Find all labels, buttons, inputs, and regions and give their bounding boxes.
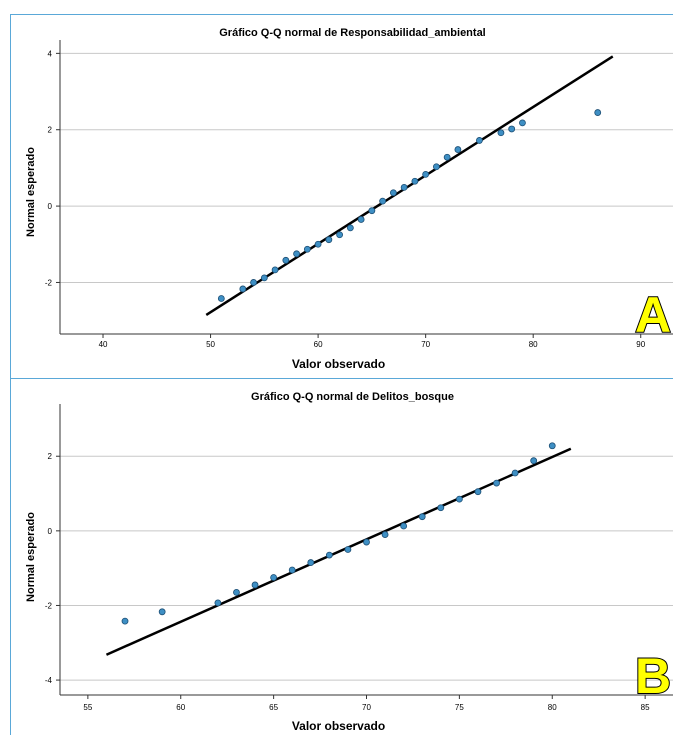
data-point	[288, 566, 296, 574]
panel-letter-annotation: A	[635, 287, 671, 343]
data-point	[217, 295, 225, 302]
data-point	[389, 189, 397, 197]
data-point	[314, 240, 322, 248]
y-tick-label: -2	[45, 278, 53, 287]
x-tick-label: 50	[206, 340, 215, 349]
data-point	[454, 146, 462, 153]
x-axis-label: Valor observado	[292, 357, 385, 371]
data-point	[368, 207, 376, 215]
y-tick-label: 4	[48, 49, 53, 58]
data-point	[303, 245, 311, 253]
y-tick-label: 0	[48, 527, 53, 536]
data-point	[346, 224, 354, 232]
data-point	[260, 274, 268, 282]
x-tick-label: 70	[362, 703, 371, 712]
data-point	[474, 488, 482, 496]
x-axis-label: Valor observado	[292, 719, 385, 733]
data-point	[530, 457, 538, 465]
data-point	[239, 285, 247, 293]
panel-left-border	[10, 14, 11, 378]
x-tick-label: 60	[314, 340, 323, 349]
x-tick-label: 75	[455, 703, 464, 712]
x-tick-label: 80	[548, 703, 557, 712]
data-point	[476, 137, 483, 144]
data-point	[250, 279, 257, 286]
chart-title: Gráfico Q-Q normal de Delitos_bosque	[251, 391, 454, 403]
data-point	[270, 574, 278, 581]
data-point	[271, 266, 279, 274]
y-tick-label: -4	[45, 676, 53, 685]
x-tick-label: 65	[269, 703, 278, 712]
data-point	[336, 231, 344, 239]
data-point	[400, 522, 408, 530]
data-point	[411, 177, 419, 185]
data-point	[363, 538, 370, 546]
data-point	[508, 125, 516, 133]
x-tick-label: 40	[99, 340, 108, 349]
panel-top-border	[10, 378, 673, 379]
data-point	[357, 216, 365, 223]
data-point	[400, 183, 408, 191]
data-point	[455, 495, 463, 503]
data-point	[422, 170, 430, 178]
panel-left-border	[10, 378, 11, 735]
data-point	[433, 163, 440, 171]
chart-a-svg: -2 0 2 4 40 50 60 70 80 90 Gráfico Q-Q normal de R…	[25, 27, 673, 371]
panel-top-border	[10, 14, 673, 15]
x-tick-label: 70	[421, 340, 430, 349]
y-tick-label: 0	[48, 202, 53, 211]
qq-chart-a: -2 0 2 4 40 50 60 70 80 90 Gráfico Q-Q normal de R…	[10, 14, 673, 378]
data-point	[594, 109, 602, 116]
data-point	[381, 531, 389, 538]
x-tick-label: 90	[636, 340, 645, 349]
data-point	[121, 617, 129, 625]
y-tick-label: -2	[45, 601, 53, 610]
data-point	[325, 551, 333, 559]
qq-chart-b: -4 -2 0 2 55 60 65 70 75 80 85 Gráfico Q-Q normal d…	[0, 378, 673, 735]
data-point	[282, 256, 290, 264]
y-tick-label: 2	[48, 452, 53, 461]
y-axis-label: Normal esperado	[25, 147, 37, 237]
data-point	[344, 546, 352, 553]
data-point	[493, 479, 500, 487]
data-point	[548, 442, 556, 450]
y-tick-label: 2	[48, 126, 53, 135]
x-tick-label: 60	[176, 703, 185, 712]
data-point	[233, 589, 240, 596]
chart-title: Gráfico Q-Q normal de Responsabilidad_am…	[219, 27, 486, 39]
x-tick-label: 85	[641, 703, 650, 712]
data-point	[437, 504, 445, 512]
chart-b-svg: -4 -2 0 2 55 60 65 70 75 80 85 Gráfico Q-Q normal d…	[25, 391, 673, 733]
reference-line	[105, 447, 572, 656]
data-point	[214, 599, 222, 607]
data-point	[158, 608, 166, 616]
x-tick-label: 55	[83, 703, 92, 712]
data-point	[379, 197, 387, 205]
panel-letter-annotation: B	[635, 648, 671, 704]
data-point	[293, 250, 300, 258]
data-point	[325, 236, 333, 244]
y-axis-label: Normal esperado	[25, 512, 37, 602]
data-point	[519, 119, 526, 127]
x-tick-label: 80	[529, 340, 538, 349]
data-point	[418, 513, 426, 521]
data-point	[443, 153, 451, 161]
data-point	[251, 581, 259, 589]
data-point	[307, 559, 315, 566]
data-point	[497, 129, 505, 137]
data-point	[511, 469, 519, 477]
